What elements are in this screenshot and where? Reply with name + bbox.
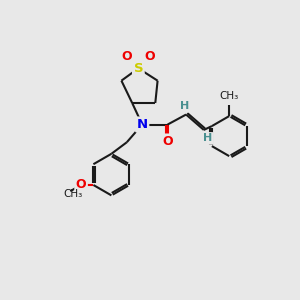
Text: H: H [203, 134, 212, 143]
Text: O: O [162, 135, 173, 148]
Text: CH₃: CH₃ [64, 189, 83, 199]
Text: CH₃: CH₃ [220, 92, 239, 101]
Text: O: O [122, 50, 132, 62]
Text: H: H [180, 101, 189, 111]
Text: N: N [136, 118, 148, 131]
Text: O: O [145, 50, 155, 62]
Text: O: O [76, 178, 86, 191]
Text: S: S [134, 62, 143, 75]
